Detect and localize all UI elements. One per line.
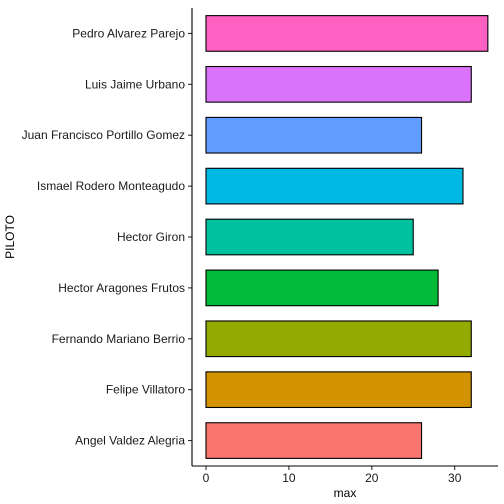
bar-pedro-alvarez-parejo	[205, 15, 489, 52]
y-tick-label: Hector Giron	[117, 230, 185, 244]
y-tick-label: Juan Francisco Portillo Gomez	[22, 128, 185, 142]
x-axis-title: max	[334, 486, 357, 500]
bar-hector-aragones-frutos	[205, 269, 439, 307]
y-tick-label: Angel Valdez Alegria	[75, 434, 185, 448]
x-tick-label: 0	[203, 471, 210, 485]
bars-group	[205, 15, 489, 459]
x-axis-ticks: 0 10 20 30	[203, 466, 462, 485]
bar-angel-valdez-alegria	[205, 422, 423, 459]
y-axis-ticks: Angel Valdez Alegria Felipe Villatoro Fern…	[22, 26, 192, 448]
x-tick-label: 10	[282, 471, 296, 485]
x-tick-label: 30	[448, 471, 462, 485]
y-tick-label: Luis Jaime Urbano	[85, 77, 185, 91]
x-tick-label: 20	[365, 471, 379, 485]
y-tick-label: Hector Aragones Frutos	[58, 281, 185, 295]
y-axis-title: PILOTO	[3, 215, 17, 259]
y-tick-label: Fernando Mariano Berrio	[52, 332, 186, 346]
bar-luis-jaime-urbano	[205, 65, 472, 103]
bar-juan-francisco-portillo-gomez	[205, 116, 423, 154]
bar-felipe-villatoro	[205, 371, 472, 409]
y-tick-label: Felipe Villatoro	[106, 383, 185, 397]
y-tick-label: Pedro Alvarez Parejo	[72, 26, 185, 40]
y-tick-label: Ismael Rodero Monteagudo	[37, 179, 185, 193]
bar-hector-giron	[205, 218, 414, 256]
bar-fernando-mariano-berrio	[205, 320, 472, 358]
bar-ismael-rodero-monteagudo	[205, 167, 464, 205]
